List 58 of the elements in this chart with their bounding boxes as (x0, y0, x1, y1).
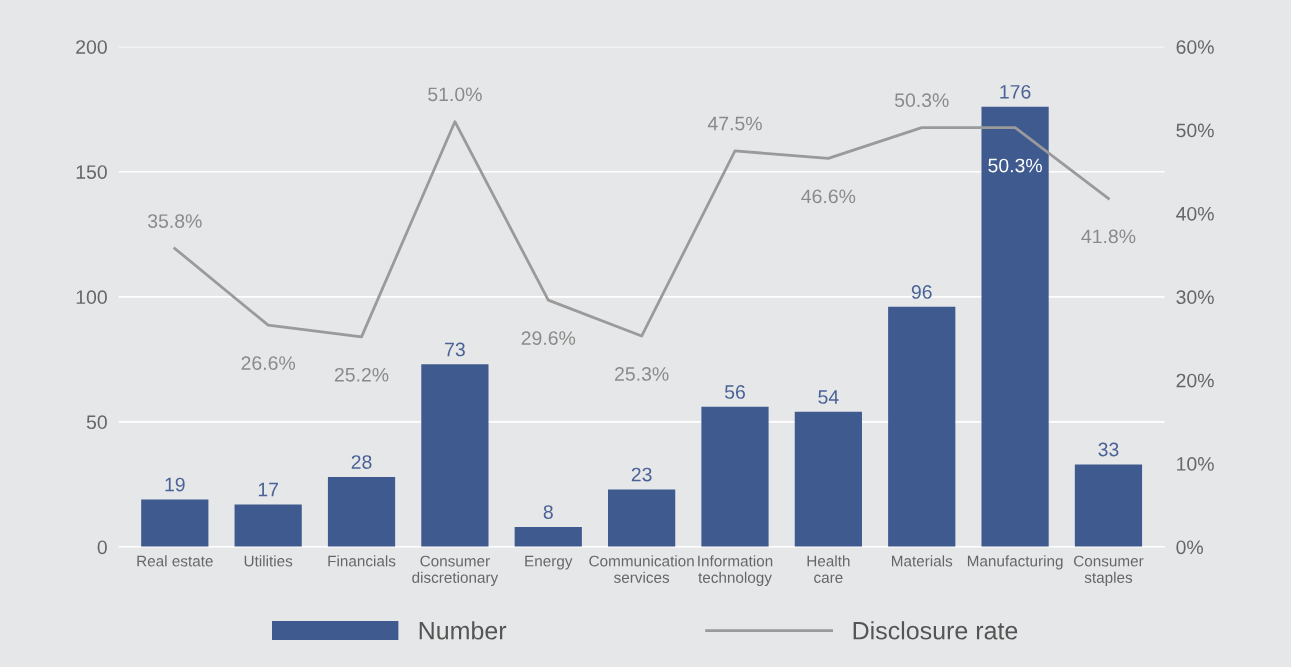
x-tick-label: Health care (807, 555, 850, 583)
x-tick-label: Consumer discretionary (412, 555, 499, 586)
legend-label: Number (419, 621, 507, 640)
data-label: 50.3% (988, 158, 1042, 173)
bar (327, 476, 396, 547)
y2-tick-label: 40% (1176, 206, 1214, 221)
y-tick-label: 200 (76, 40, 107, 54)
data-label: 176 (1000, 84, 1031, 99)
bar (794, 411, 862, 547)
data-label: 25.3% (615, 367, 669, 381)
x-tick-label: Financials (328, 555, 396, 567)
bar (1074, 464, 1143, 547)
bar (514, 526, 582, 547)
data-label: 33 (1098, 442, 1119, 457)
data-label: 26.6% (241, 356, 296, 370)
bar (981, 106, 1049, 547)
y2-tick-label: 20% (1176, 373, 1214, 388)
x-tick-label: Consumer staples (1074, 555, 1144, 586)
x-tick-label: Information technology (698, 555, 773, 586)
x-tick-label: Real estate (137, 555, 213, 567)
bar (701, 406, 769, 547)
y-tick-label: 50 (86, 415, 107, 430)
bar (234, 504, 302, 547)
data-label: 96 (911, 285, 932, 299)
data-label: 47.5% (707, 116, 762, 131)
y-tick-label: 100 (76, 290, 107, 305)
x-tick-label: Energy (525, 555, 573, 570)
data-label: 46.6% (801, 189, 856, 204)
y2-tick-label: 50% (1176, 123, 1214, 138)
data-label: 29.6% (521, 331, 576, 345)
x-tick-label: Utilities (244, 555, 293, 567)
bar (141, 499, 209, 547)
data-label: 19 (165, 477, 185, 492)
y2-tick-label: 10% (1177, 457, 1214, 471)
bar (608, 489, 676, 547)
bar (421, 364, 489, 547)
data-label: 41.8% (1081, 229, 1136, 244)
data-label: 56 (724, 385, 745, 399)
x-tick-label: Communication services (589, 555, 694, 583)
data-label: 73 (445, 342, 465, 357)
y2-tick-label: 0% (1176, 540, 1203, 555)
legend-label: Disclosure rate (853, 621, 1018, 640)
bar (888, 306, 956, 547)
data-label: 35.8% (147, 214, 202, 228)
y-tick-label: 0 (97, 540, 107, 555)
data-label: 51.0% (428, 87, 482, 102)
data-label: 28 (351, 455, 372, 469)
data-label: 8 (543, 505, 553, 519)
data-label: 25.2% (334, 367, 389, 382)
y2-tick-label: 30% (1176, 290, 1214, 305)
data-label: 23 (631, 467, 652, 482)
y-tick-label: 150 (76, 165, 107, 179)
data-label: 17 (258, 482, 278, 497)
x-tick-label: Materials (891, 555, 953, 567)
y2-tick-label: 60% (1176, 40, 1214, 54)
data-label: 54 (818, 390, 839, 404)
x-tick-label: Manufacturing (967, 555, 1063, 570)
data-label: 50.3% (894, 93, 949, 108)
